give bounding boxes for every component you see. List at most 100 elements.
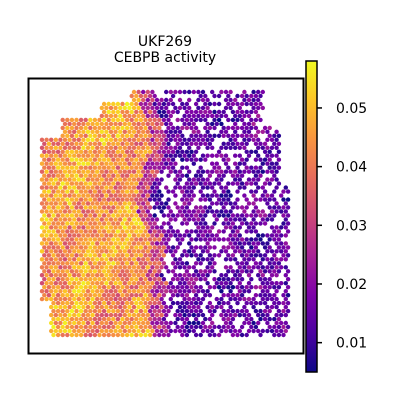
spot: [235, 245, 239, 249]
spot: [251, 122, 255, 126]
spot: [95, 217, 99, 221]
spot: [245, 134, 249, 138]
spot: [130, 174, 134, 178]
spot: [164, 281, 168, 285]
spot: [194, 158, 198, 162]
spot: [42, 158, 46, 162]
spot: [254, 245, 258, 249]
spot: [139, 285, 143, 289]
spot: [205, 170, 209, 174]
spot: [65, 229, 69, 233]
spot: [155, 146, 159, 150]
spot: [51, 142, 55, 146]
spot: [86, 170, 90, 174]
spot: [77, 154, 81, 158]
spot: [70, 261, 74, 265]
spot: [148, 205, 152, 209]
spot: [136, 241, 140, 245]
spot: [210, 122, 214, 126]
spot: [146, 273, 150, 277]
spot: [143, 189, 147, 193]
spot: [247, 297, 251, 301]
spot: [256, 313, 260, 317]
spot: [141, 122, 145, 126]
spot: [56, 142, 60, 146]
spot: [247, 289, 251, 293]
spot: [72, 289, 76, 293]
spot: [136, 249, 140, 253]
spot: [231, 333, 235, 337]
spot: [196, 170, 200, 174]
spot: [134, 309, 138, 313]
spot: [226, 197, 230, 201]
spot: [224, 329, 228, 333]
spot: [123, 305, 127, 309]
spot: [162, 142, 166, 146]
spot: [261, 146, 265, 150]
spot: [54, 305, 58, 309]
spot: [169, 170, 173, 174]
spot: [180, 174, 184, 178]
spot: [74, 213, 78, 217]
spot: [49, 217, 53, 221]
spot: [100, 122, 104, 126]
spot: [162, 118, 166, 122]
spot: [84, 126, 88, 130]
spot: [65, 285, 69, 289]
spot: [56, 261, 60, 265]
spot: [235, 118, 239, 122]
spot: [208, 102, 212, 106]
spot: [123, 162, 127, 166]
spot: [88, 158, 92, 162]
spot: [104, 281, 108, 285]
spot: [240, 293, 244, 297]
spot: [277, 142, 281, 146]
spot: [245, 110, 249, 114]
spot: [86, 241, 90, 245]
spot: [86, 289, 90, 293]
spot: [215, 122, 219, 126]
spot: [201, 114, 205, 118]
spot: [70, 142, 74, 146]
spot: [81, 233, 85, 237]
spot: [63, 201, 67, 205]
spot: [54, 170, 58, 174]
spot: [109, 241, 113, 245]
spot: [100, 130, 104, 134]
spot: [258, 333, 262, 337]
spot: [196, 146, 200, 150]
spot: [125, 197, 129, 201]
spot: [113, 305, 117, 309]
spot: [256, 321, 260, 325]
spot: [224, 257, 228, 261]
spot: [146, 217, 150, 221]
spot: [125, 181, 129, 185]
spot: [272, 237, 276, 241]
spot: [139, 245, 143, 249]
spot: [100, 185, 104, 189]
spot: [90, 185, 94, 189]
spot: [141, 249, 145, 253]
spot: [251, 193, 255, 197]
spot: [95, 297, 99, 301]
spot: [54, 241, 58, 245]
spot: [127, 265, 131, 269]
spot: [49, 273, 53, 277]
spot: [93, 126, 97, 130]
spot: [166, 102, 170, 106]
spot: [187, 170, 191, 174]
spot: [100, 146, 104, 150]
spot: [88, 221, 92, 225]
spot: [245, 237, 249, 241]
spot: [247, 273, 251, 277]
spot: [40, 193, 44, 197]
spot: [178, 329, 182, 333]
spot: [88, 237, 92, 241]
spot: [176, 181, 180, 185]
spot: [113, 114, 117, 118]
spot: [104, 225, 108, 229]
spot: [86, 225, 90, 229]
spot: [217, 301, 221, 305]
spot: [281, 333, 285, 337]
spot: [268, 293, 272, 297]
